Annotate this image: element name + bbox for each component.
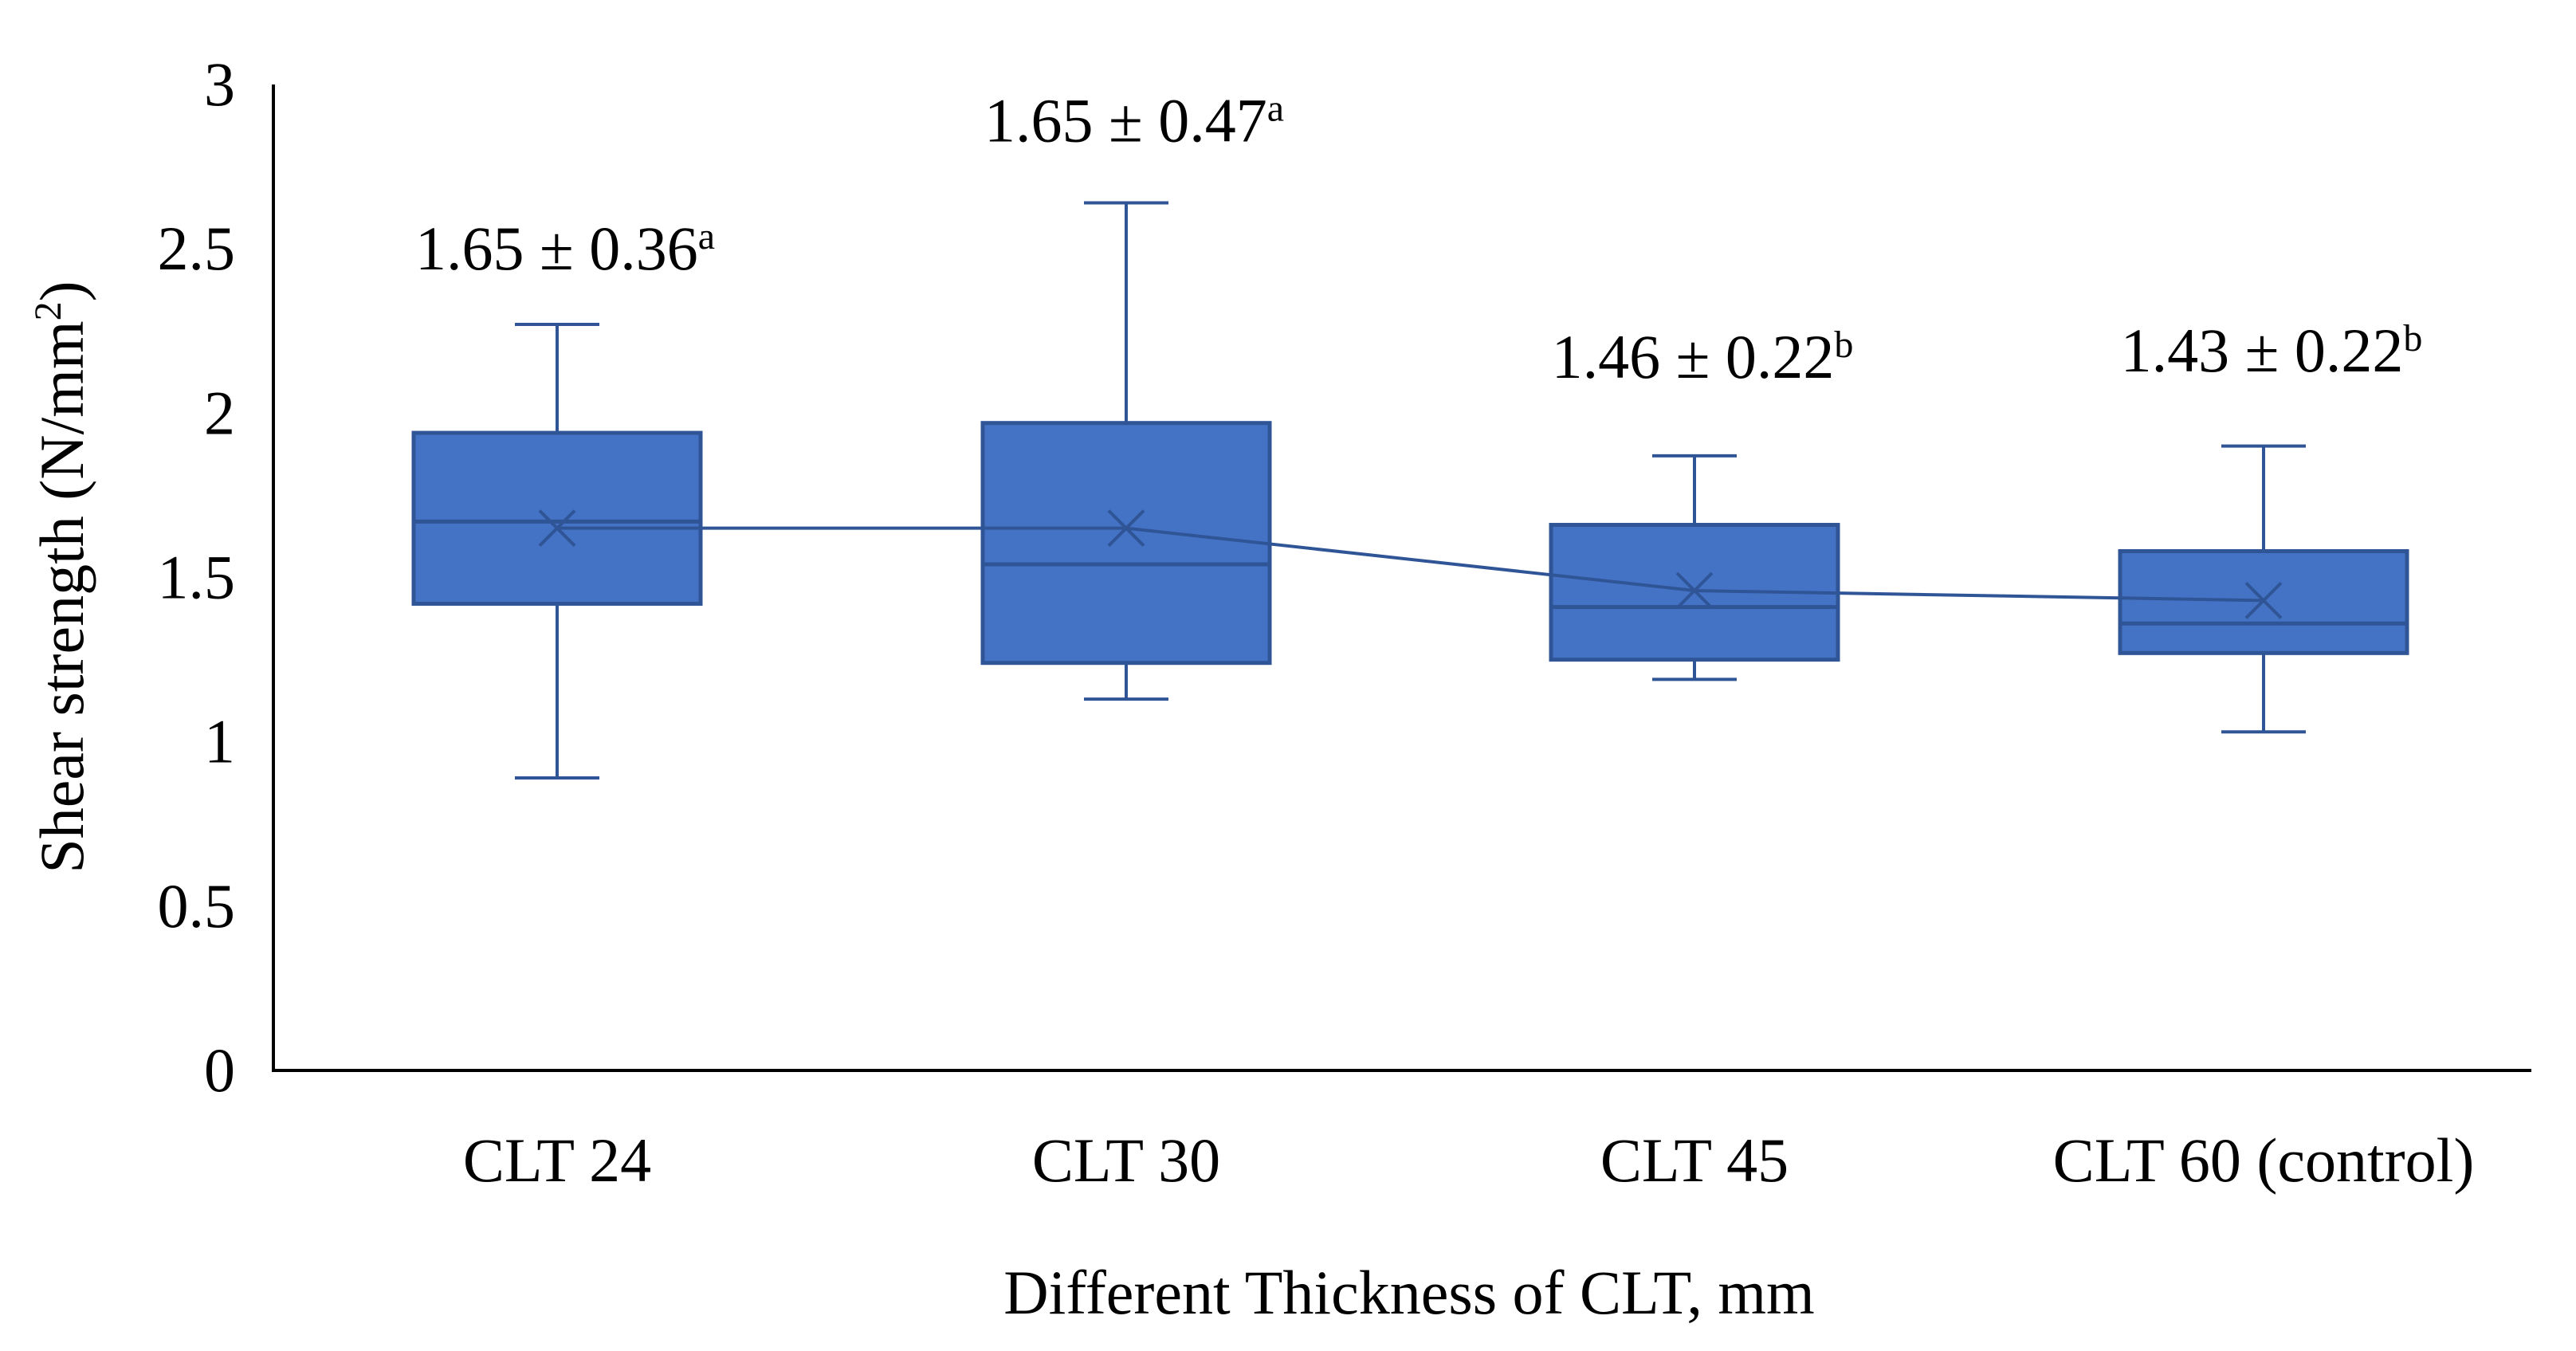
x-tick-label: CLT 45 [1600, 1125, 1789, 1195]
mean-marker [1107, 509, 1145, 548]
x-tick-label: CLT 60 (control) [2053, 1125, 2475, 1195]
y-tick-label: 0.5 [158, 871, 236, 941]
box-group [2118, 444, 2409, 734]
significance-letter: b [1834, 324, 1853, 366]
mean-marker [538, 509, 576, 548]
significance-letter: a [698, 215, 715, 257]
mean-sd-value: 1.65 ± 0.36 [415, 214, 698, 283]
y-axis-title-superscript: 2 [27, 301, 69, 320]
box-group [411, 323, 703, 780]
significance-letter: a [1267, 87, 1284, 129]
mean-trend-line [557, 526, 2264, 603]
mean-sd-label: 1.65 ± 0.47a [984, 85, 1284, 155]
x-axis-title: Different Thickness of CLT, mm [1003, 1258, 1814, 1327]
y-tick-label: 3 [204, 49, 235, 119]
mean-sd-value: 1.43 ± 0.22 [2121, 316, 2404, 385]
y-axis-title-close: ) [27, 281, 96, 301]
y-axis-title: Shear strength (N/mm2) [27, 281, 96, 873]
mean-sd-value: 1.65 ± 0.47 [984, 85, 1267, 155]
y-tick-label: 1.5 [158, 543, 236, 612]
iqr-box [980, 421, 1272, 666]
y-tick-label: 2.5 [158, 214, 236, 283]
mean-marker [2244, 581, 2283, 619]
box-group [980, 201, 1272, 701]
x-tick-label: CLT 30 [1032, 1125, 1220, 1195]
mean-markers [538, 509, 2283, 619]
y-axis-title-main: Shear strength (N/mm [27, 320, 96, 873]
mean-sd-label: 1.43 ± 0.22b [2121, 316, 2423, 385]
mean-marker [1675, 571, 1714, 610]
mean-sd-label: 1.65 ± 0.36a [415, 214, 715, 283]
iqr-box [411, 430, 703, 606]
x-tick-labels: CLT 24 CLT 30 CLT 45 CLT 60 (control) [463, 1125, 2474, 1195]
mean-sd-value: 1.46 ± 0.22 [1552, 322, 1835, 391]
box-series [411, 201, 2409, 780]
significance-letter: b [2403, 317, 2422, 359]
y-tick-label: 1 [204, 707, 235, 776]
box-group [1549, 454, 1840, 681]
axes [272, 84, 2531, 1072]
x-tick-label: CLT 24 [463, 1125, 651, 1195]
y-tick-labels: 0 0.5 1 1.5 2 2.5 3 [158, 49, 236, 1105]
mean-sd-label: 1.46 ± 0.22b [1552, 322, 1854, 391]
y-tick-label: 2 [204, 378, 235, 447]
y-tick-label: 0 [204, 1035, 235, 1105]
